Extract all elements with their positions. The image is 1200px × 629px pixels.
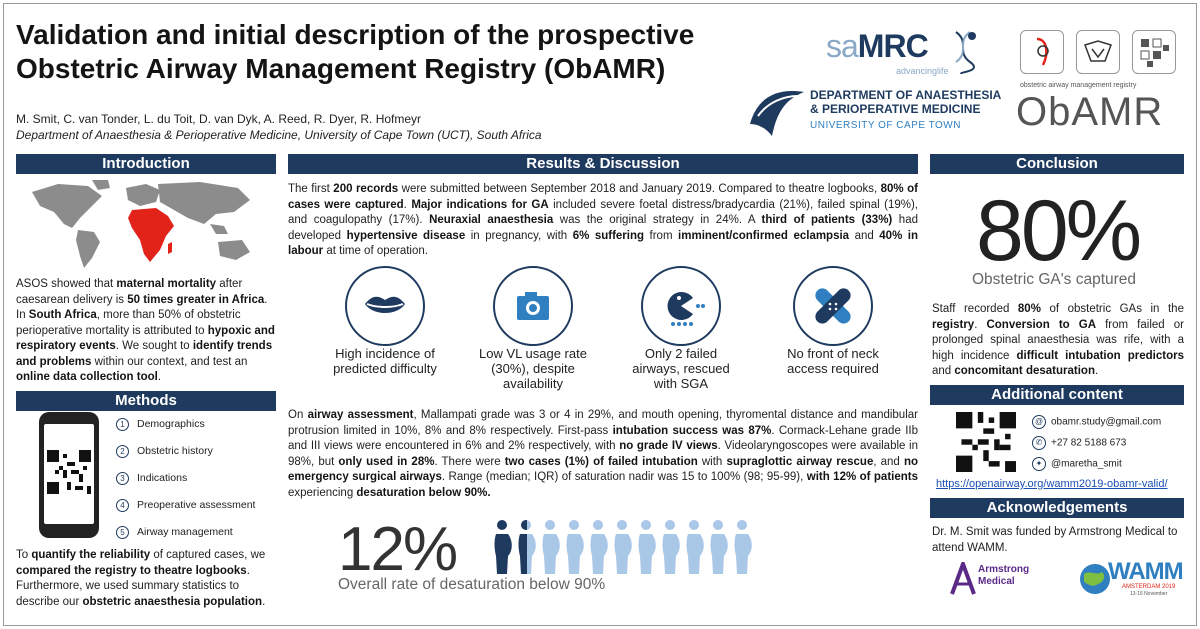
conclusion-heading: Conclusion	[930, 154, 1184, 174]
poster-frame	[3, 3, 1197, 626]
additional-heading: Additional content	[930, 385, 1184, 405]
dept-line-2: & PERIOPERATIVE MEDICINE	[810, 102, 981, 116]
bandage-icon	[815, 288, 851, 324]
samrc-tagline: advancinglife	[896, 66, 949, 76]
phone-image	[39, 412, 99, 538]
qr-code-icon	[47, 450, 91, 494]
person-figure	[614, 520, 632, 574]
authors: M. Smit, C. van Tonder, L. du Toit, D. v…	[16, 112, 422, 126]
person-figure	[734, 520, 752, 574]
person-figure	[494, 520, 512, 574]
methods-step: 5 Airway management	[116, 526, 276, 539]
pregnant-icon	[1020, 30, 1064, 74]
person-figure	[518, 520, 536, 574]
obamr-wordmark: ObAMR	[1016, 90, 1164, 134]
methods-step: 1 Demographics	[116, 418, 276, 431]
person-figure	[566, 520, 584, 574]
introduction-paragraph: ASOS showed that maternal mortality afte…	[16, 278, 275, 383]
desaturation-percent: 12%	[338, 515, 458, 584]
samrc-logo: saMRC advancinglife	[826, 28, 994, 84]
results-paragraph-2: On airway assessment, Mallampati grade w…	[288, 409, 918, 499]
icon-caption: Only 2 failed airways, rescued with SGA	[632, 346, 730, 391]
obamr-tagline: obstetric airway management registry	[1020, 82, 1137, 89]
phone-screen	[44, 424, 94, 524]
wamm-word: WAMM	[1108, 558, 1184, 585]
person-figure	[686, 520, 704, 574]
contact-twitter[interactable]: ✦ @maretha_smit	[1032, 457, 1122, 471]
methods-paragraph: To quantify the reliability of captured …	[16, 549, 266, 608]
pacman-icon-circle	[641, 266, 721, 346]
data-grid-icon	[1132, 30, 1176, 74]
lips-icon	[365, 296, 405, 313]
dept-uct: UNIVERSITY OF CAPE TOWN	[810, 120, 961, 131]
twitter-icon: ✦	[1032, 457, 1046, 471]
person-figure	[638, 520, 656, 574]
dept-line-1: DEPARTMENT OF ANAESTHESIA	[810, 88, 1002, 102]
person-figure	[542, 520, 560, 574]
phone-icon: ✆	[1032, 436, 1046, 450]
bandage-icon-circle	[793, 266, 873, 346]
at-sign-icon: @	[1032, 415, 1046, 429]
qr-code-icon	[956, 412, 1016, 472]
person-figure	[662, 520, 680, 574]
icon-caption: High incidence of predicted difficulty	[333, 346, 437, 376]
wamm-sub: AMSTERDAM 2019	[1122, 584, 1176, 590]
methods-step: 4 Preoperative assessment	[116, 499, 276, 512]
person-figure	[590, 520, 608, 574]
acknowledgements-text: Dr. M. Smit was funded by Armstrong Medi…	[932, 526, 1178, 554]
contact-phone[interactable]: ✆ +27 82 5188 673	[1032, 436, 1126, 450]
camera-icon-circle	[493, 266, 573, 346]
samrc-sa: sa	[826, 28, 859, 64]
title-line-1: Validation and initial description of th…	[16, 19, 695, 50]
results-heading: Results & Discussion	[288, 154, 918, 174]
acknowledgements-heading: Acknowledgements	[930, 498, 1184, 518]
armstrong-a-icon	[950, 562, 976, 595]
people-pictogram	[494, 520, 752, 574]
methods-heading: Methods	[16, 391, 276, 411]
poster-link[interactable]: https://openairway.org/wamm2019-obamr-va…	[936, 478, 1168, 490]
captured-percent: 80%	[976, 183, 1142, 279]
dna-icon	[955, 31, 976, 74]
conclusion-paragraph: Staff recorded 80% of obstetric GAs in t…	[932, 303, 1184, 377]
world-map-image	[32, 180, 250, 268]
person-figure	[710, 520, 728, 574]
icon-caption: No front of neck access required	[787, 346, 879, 376]
globe-icon	[1080, 564, 1110, 594]
wamm-dates: 13-16 November	[1130, 591, 1168, 597]
mountain-icon	[750, 91, 804, 136]
department-logo: DEPARTMENT OF ANAESTHESIA & PERIOPERATIV…	[748, 82, 1018, 146]
poster-title: Validation and initial description of th…	[16, 18, 736, 86]
samrc-mrc: MRC	[857, 28, 929, 64]
methods-step: 3 Indications	[116, 472, 276, 485]
contact-email[interactable]: @ obamr.study@gmail.com	[1032, 415, 1161, 429]
title-line-2: Obstetric Airway Management Registry (Ob…	[16, 53, 666, 84]
mask-icon	[1076, 30, 1120, 74]
obamr-icon-row	[1020, 30, 1178, 78]
introduction-heading: Introduction	[16, 154, 276, 174]
pacman-icon	[667, 292, 705, 326]
affiliation: Department of Anaesthesia & Perioperativ…	[16, 128, 542, 142]
captured-label: Obstetric GA's captured	[972, 271, 1137, 288]
armstrong-medical-logo: Armstrong Medical	[950, 562, 1030, 598]
results-paragraph-1: The first 200 records were submitted bet…	[288, 183, 919, 257]
icon-caption: Low VL usage rate (30%), despite availabil…	[479, 346, 587, 391]
lips-icon-circle	[345, 266, 425, 346]
wamm-logo: WAMM AMSTERDAM 2019 13-16 November	[1078, 556, 1188, 600]
methods-step: 2 Obstetric history	[116, 445, 276, 458]
camera-icon	[517, 292, 549, 320]
desaturation-label: Overall rate of desaturation below 90%	[338, 576, 606, 593]
